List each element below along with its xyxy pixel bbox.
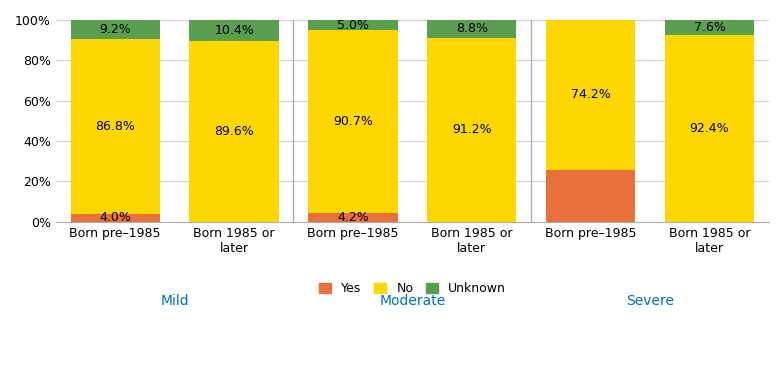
Text: 9.2%: 9.2% bbox=[100, 23, 131, 36]
Bar bbox=[665, 20, 754, 35]
Bar bbox=[427, 38, 517, 222]
Text: Mild: Mild bbox=[160, 294, 189, 308]
Bar bbox=[308, 30, 397, 213]
Text: 10.4%: 10.4% bbox=[214, 24, 254, 37]
Text: 4.2%: 4.2% bbox=[337, 211, 368, 224]
Bar bbox=[71, 39, 160, 214]
Text: 90.7%: 90.7% bbox=[333, 115, 373, 128]
Text: 89.6%: 89.6% bbox=[214, 125, 254, 138]
Text: 92.4%: 92.4% bbox=[690, 122, 729, 135]
Bar bbox=[308, 213, 397, 222]
Bar bbox=[546, 170, 635, 222]
Bar bbox=[71, 20, 160, 39]
Text: 7.6%: 7.6% bbox=[694, 21, 725, 34]
Legend: Yes, No, Unknown: Yes, No, Unknown bbox=[314, 277, 511, 300]
Text: 4.0%: 4.0% bbox=[100, 211, 131, 224]
Text: 74.2%: 74.2% bbox=[571, 88, 611, 101]
Text: Severe: Severe bbox=[626, 294, 674, 308]
Text: 5.0%: 5.0% bbox=[337, 19, 369, 32]
Bar bbox=[308, 20, 397, 30]
Bar bbox=[190, 20, 278, 41]
Bar bbox=[665, 35, 754, 222]
Bar bbox=[71, 214, 160, 222]
Text: Moderate: Moderate bbox=[379, 294, 445, 308]
Bar bbox=[546, 20, 635, 170]
Text: 91.2%: 91.2% bbox=[452, 123, 492, 136]
Text: 86.8%: 86.8% bbox=[95, 120, 135, 133]
Bar bbox=[427, 20, 517, 38]
Text: 8.8%: 8.8% bbox=[456, 22, 488, 35]
Bar bbox=[190, 41, 278, 222]
